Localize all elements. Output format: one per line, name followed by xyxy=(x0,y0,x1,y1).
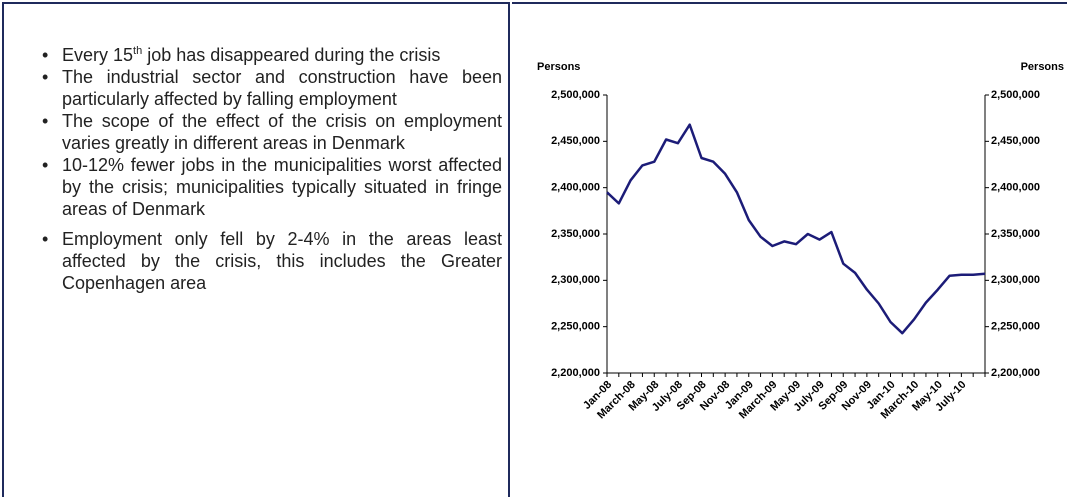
y-tick-label: 2,500,000 xyxy=(551,89,600,101)
y2-tick-label: 2,350,000 xyxy=(991,228,1040,240)
line-series xyxy=(606,123,986,335)
y2-tick-label: 2,300,000 xyxy=(991,274,1040,286)
y-tick-label: 2,250,000 xyxy=(551,321,600,333)
y2-axis-label: Persons xyxy=(1021,61,1064,73)
superscript: th xyxy=(133,45,143,57)
chart-panel xyxy=(512,2,1067,497)
y-tick-label: 2,200,000 xyxy=(551,367,600,379)
plot-area xyxy=(607,95,985,373)
y2-tick-label: 2,250,000 xyxy=(991,321,1040,333)
bullet-text: Every 15 xyxy=(62,45,134,65)
y2-tick-label: 2,500,000 xyxy=(991,89,1040,101)
bullet-list: Every 15th job has disappeared during th… xyxy=(38,44,502,294)
text-panel: Every 15th job has disappeared during th… xyxy=(2,2,510,497)
bullet: The industrial sector and construction h… xyxy=(38,66,502,110)
bullet: The scope of the effect of the crisis on… xyxy=(38,110,502,154)
bullet: 10-12% fewer jobs in the municipalities … xyxy=(38,154,502,220)
y-tick-label: 2,350,000 xyxy=(551,228,600,240)
y2-tick-label: 2,200,000 xyxy=(991,367,1040,379)
y2-tick-label: 2,450,000 xyxy=(991,135,1040,147)
bullet-text: job has disappeared during the crisis xyxy=(142,45,441,65)
y-tick-label: 2,450,000 xyxy=(551,135,600,147)
y-axis-label: Persons xyxy=(537,61,580,73)
y-tick-label: 2,400,000 xyxy=(551,182,600,194)
y2-tick-label: 2,400,000 xyxy=(991,182,1040,194)
bullet: Every 15th job has disappeared during th… xyxy=(38,44,502,66)
y-tick-label: 2,300,000 xyxy=(551,274,600,286)
bullet: Employment only fell by 2-4% in the area… xyxy=(38,228,502,294)
